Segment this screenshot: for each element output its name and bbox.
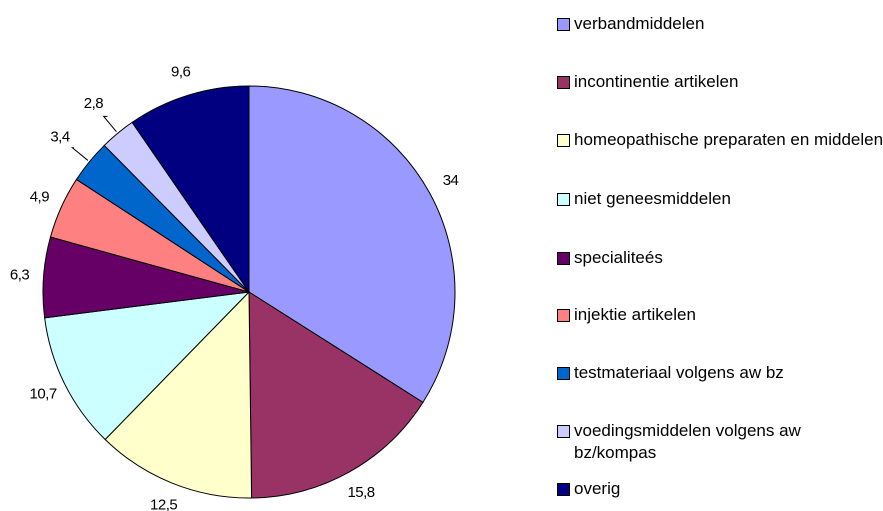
legend-item: verbandmiddelen	[557, 13, 857, 35]
legend-swatch	[557, 134, 570, 147]
legend-item: incontinentie artikelen	[557, 71, 857, 93]
legend-swatch	[557, 193, 570, 206]
data-label: 3,4	[50, 129, 70, 146]
legend-swatch	[557, 309, 570, 322]
legend-item: voedingsmiddelen volgens aw bz/kompas	[557, 420, 847, 464]
legend-label: specialiteés	[574, 248, 663, 267]
legend-swatch	[557, 76, 570, 89]
data-label: 10,7	[29, 385, 56, 402]
legend-label: homeopathische preparaten en middelen	[574, 130, 883, 149]
pie-slice	[248, 85, 456, 404]
leader-line	[102, 115, 117, 133]
legend-swatch	[557, 252, 570, 265]
legend-item: specialiteés	[557, 247, 857, 269]
legend-item: niet geneesmiddelen	[557, 188, 857, 210]
legend-swatch	[557, 483, 570, 496]
legend-swatch	[557, 18, 570, 31]
pie-slice	[44, 291, 251, 441]
legend-swatch	[557, 367, 570, 380]
pie-slice	[248, 291, 424, 499]
legend-label: niet geneesmiddelen	[574, 189, 731, 208]
pie-slice	[131, 85, 250, 294]
legend-label: testmateriaal volgens aw bz	[574, 363, 784, 382]
data-label: 15,8	[347, 484, 374, 501]
legend-item: injektie artikelen	[557, 304, 857, 326]
data-label: 4,9	[30, 188, 50, 205]
legend-item: overig	[557, 478, 857, 500]
legend-item: testmateriaal volgens aw bz	[557, 362, 857, 384]
pie-slice	[104, 290, 253, 499]
legend-item: homeopathische preparaten en middelen	[557, 129, 883, 151]
legend-label: voedingsmiddelen volgens aw bz/kompas	[574, 421, 801, 462]
legend-label: verbandmiddelen	[574, 14, 705, 33]
leader-line	[71, 147, 89, 161]
data-label: 12,5	[150, 497, 177, 511]
legend-label: incontinentie artikelen	[574, 72, 739, 91]
data-label: 34	[443, 172, 459, 189]
data-label: 2,8	[84, 95, 104, 112]
data-label: 6,3	[10, 266, 30, 283]
legend-swatch	[557, 425, 570, 438]
data-label: 9,6	[171, 63, 191, 80]
legend-label: overig	[574, 479, 621, 498]
legend-label: injektie artikelen	[574, 305, 696, 324]
